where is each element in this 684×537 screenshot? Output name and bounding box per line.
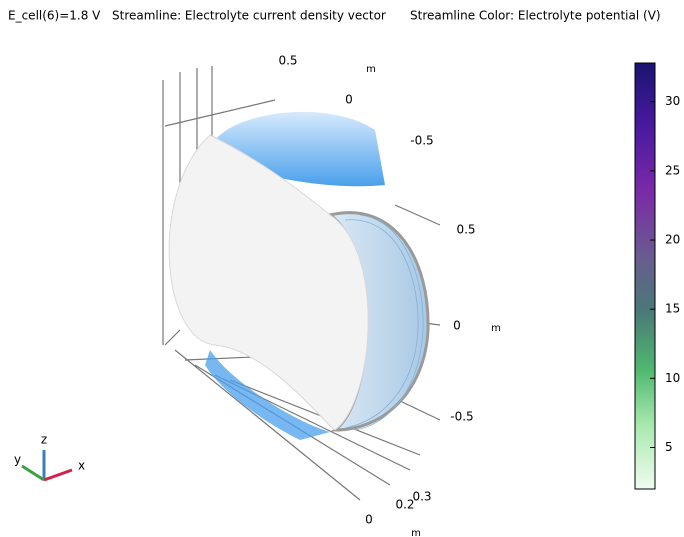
colorbar-tick-label: 5 <box>665 440 673 454</box>
axis-label: 0.3 <box>412 490 431 504</box>
axis-label: 0.5 <box>278 54 297 68</box>
axis-label: 0.5 <box>456 223 475 237</box>
colorbar-tick-label: 15 <box>665 302 680 316</box>
axis-label: 0 <box>345 93 353 107</box>
title-part: Streamline: Electrolyte current density … <box>112 9 386 23</box>
triad <box>21 450 73 482</box>
colorbar-tick-label: 30 <box>665 94 680 108</box>
colorbar-tick-label: 25 <box>665 163 680 177</box>
electrode-face <box>168 134 369 431</box>
colorbar-ticks: 5 10 15 20 25 30 <box>650 94 680 454</box>
colorbar-tick-label: 10 <box>665 371 680 385</box>
axis-labels: 0.5 m 0 -0.5 0.5 0 m -0.5 0.30.2 0 m <box>278 54 500 537</box>
axis-label: 0.2 <box>395 498 414 512</box>
axis-label: m <box>491 323 501 334</box>
colorbar <box>634 62 656 490</box>
axis-label: 0 <box>365 513 373 527</box>
colorbar-tick-label: 20 <box>665 233 680 247</box>
axis-label: -0.5 <box>410 134 433 148</box>
axis-label: -0.5 <box>450 410 473 424</box>
title-part: Streamline Color: Electrolyte potential … <box>410 9 661 23</box>
axis-label: 0 <box>453 319 461 333</box>
axis-label: m <box>366 64 376 75</box>
triad-label: y <box>14 453 21 467</box>
triad-label: x <box>78 459 85 473</box>
axis-label: m <box>411 528 421 537</box>
triad-label: z <box>41 433 47 447</box>
title-part: E_cell(6)=1.8 V <box>8 9 101 23</box>
